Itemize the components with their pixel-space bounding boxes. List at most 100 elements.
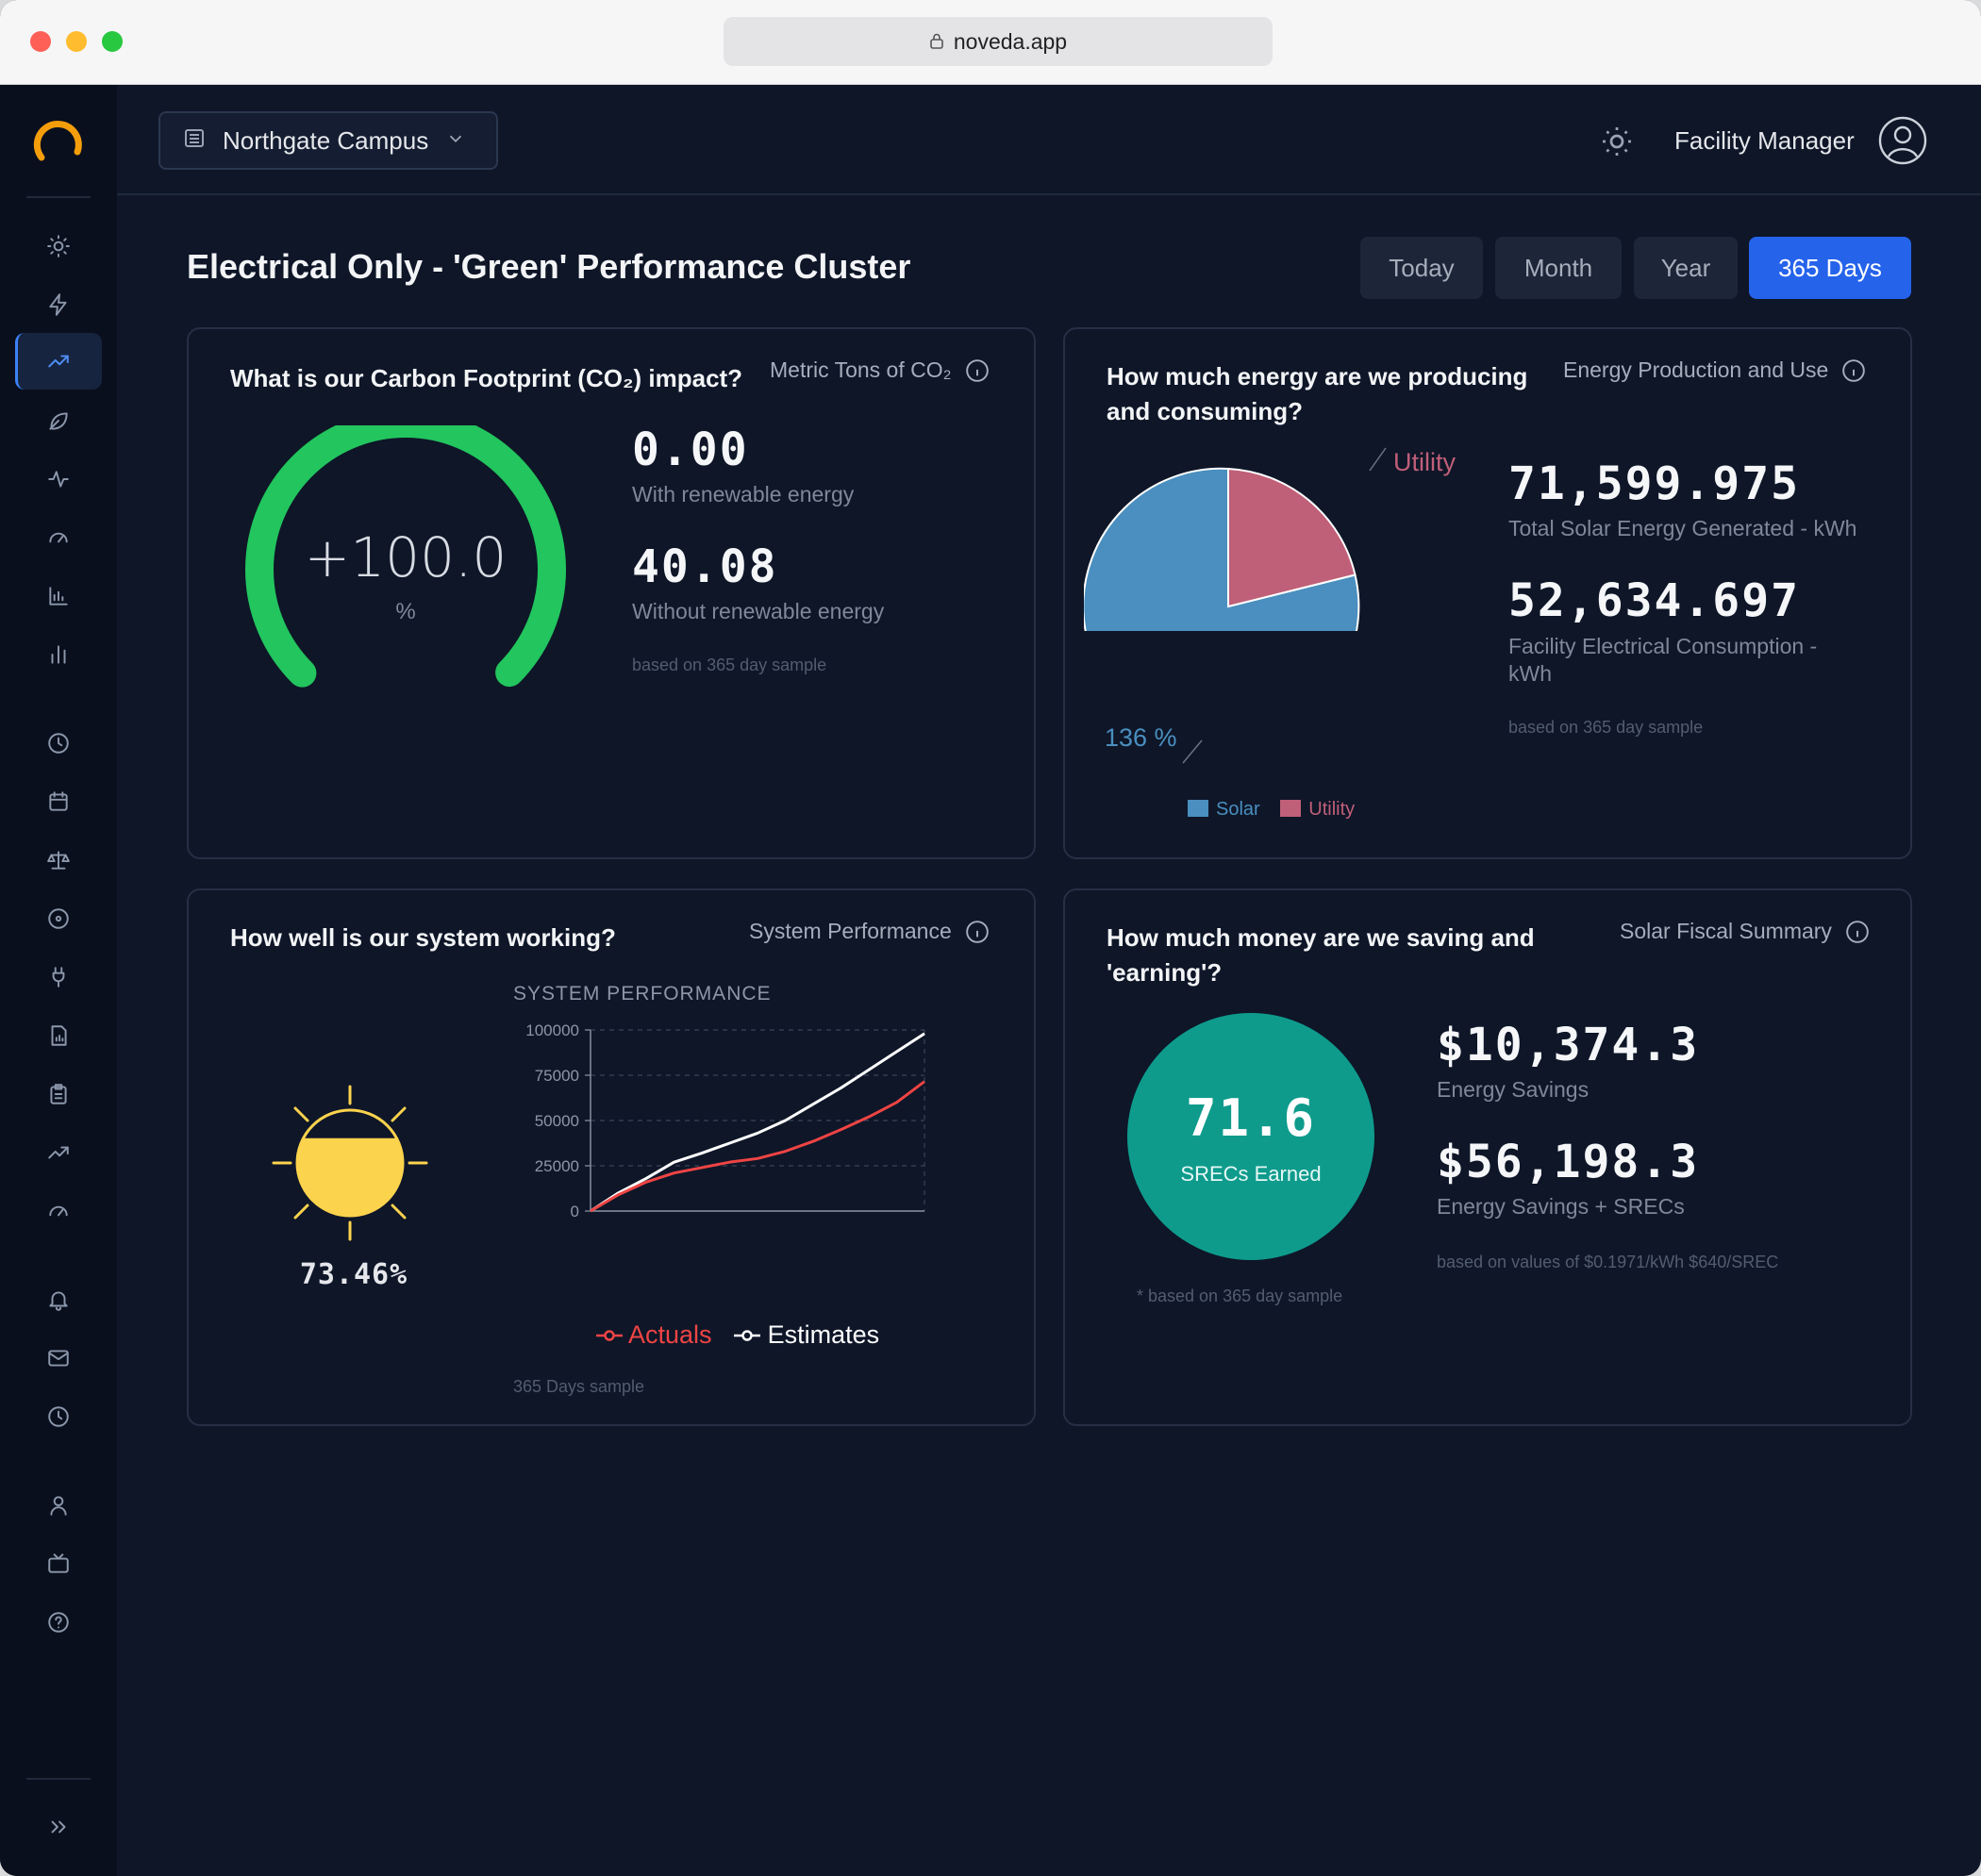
report-icon[interactable] [42,1019,75,1053]
app-logo[interactable] [32,118,85,171]
leaf-icon[interactable] [42,404,75,438]
carbon-meta: Metric Tons of CO₂ [770,357,990,383]
energy-question: How much energy are we producing and con… [1107,359,1527,429]
performance-legend: Actuals Estimates [596,1320,879,1350]
close-window-button[interactable] [30,31,51,52]
legend-actuals: Actuals [596,1320,719,1349]
performance-meta: System Performance [749,919,990,944]
user-name[interactable]: Facility Manager [1674,126,1855,155]
series-line-actuals [590,1080,925,1213]
speedometer-icon[interactable] [42,1194,75,1228]
campus-name: Northgate Campus [223,125,429,155]
energy-savings-label: Energy Savings [1437,1077,1590,1102]
performance-note: 365 Days sample [513,1377,645,1396]
address-bar[interactable]: noveda.app [724,17,1273,66]
consumption-label: Facility Electrical Consumption - kWh [1508,633,1817,688]
savings-plus-srec-label: Energy Savings + SRECs [1437,1194,1685,1219]
gauge-unit: % [395,599,416,624]
history-icon[interactable] [42,1400,75,1434]
pie-utility-label: Utility [1393,448,1456,476]
info-icon[interactable] [965,920,990,944]
savings-plus-srec-value: $56,198.3 [1437,1136,1700,1188]
gauge-icon[interactable] [42,521,75,555]
tv-icon[interactable] [42,1547,75,1581]
fiscal-question: How much money are we saving and 'earnin… [1107,921,1535,990]
theme-toggle-sun-icon[interactable] [1600,125,1634,158]
range-month-button[interactable]: Month [1495,237,1622,299]
series-line-estimates [590,1032,925,1213]
campus-selector[interactable]: Northgate Campus [158,111,498,170]
sidebar-divider [26,196,91,198]
srec-value: 71.6 [1185,1088,1317,1148]
trend-up-icon[interactable] [42,344,75,378]
energy-meta: Energy Production and Use [1563,357,1866,383]
sun-performance-icon [272,1085,428,1241]
sun-icon[interactable] [42,229,75,263]
info-icon[interactable] [1841,358,1866,383]
solar-generated-value: 71,599.975 [1508,457,1800,510]
building-icon [183,126,206,156]
mail-icon[interactable] [42,1341,75,1375]
energy-question-line2: and consuming? [1107,397,1303,425]
legend-solar-label: Solar [1216,799,1260,820]
pie-slice-utility [1227,467,1357,608]
range-365-days-button[interactable]: 365 Days [1749,237,1911,299]
maximize-window-button[interactable] [102,31,123,52]
bell-icon[interactable] [42,1283,75,1317]
fiscal-note: based on values of $0.1971/kWh $640/SREC [1437,1253,1779,1271]
gauge-fill [245,425,566,688]
expand-sidebar-icon[interactable] [42,1810,75,1844]
carbon-gauge [245,425,566,688]
info-icon[interactable] [1845,920,1870,944]
srec-note: * based on 365 day sample [1137,1287,1343,1305]
y-tick-label: 0 [571,1203,579,1220]
page-title: Electrical Only - 'Green' Performance Cl… [187,247,911,286]
carbon-meta-label: Metric Tons of CO₂ [770,357,952,382]
chevron-down-icon [445,126,466,156]
sidebar [0,85,117,1876]
carbon-card: What is our Carbon Footprint (CO₂) impac… [187,327,1036,859]
legend-utility: Utility [1280,799,1355,820]
range-today-button[interactable]: Today [1360,237,1483,299]
pulse-icon[interactable] [42,462,75,496]
pie-legend: Solar Utility [1188,799,1355,821]
solar-generated-label: Total Solar Energy Generated - kWh [1508,516,1857,540]
range-year-button[interactable]: Year [1634,237,1738,299]
legend-solar: Solar [1188,799,1260,820]
user-icon[interactable] [42,1488,75,1522]
fiscal-meta-label: Solar Fiscal Summary [1620,919,1832,943]
trend-icon[interactable] [42,1136,75,1170]
performance-question: How well is our system working? [230,923,616,952]
help-icon[interactable] [42,1605,75,1639]
consumption-label-line1: Facility Electrical Consumption - [1508,634,1818,658]
carbon-question: What is our Carbon Footprint (CO₂) impac… [230,364,743,392]
clock-icon[interactable] [42,726,75,760]
energy-meta-label: Energy Production and Use [1563,357,1829,382]
scale-icon[interactable] [42,843,75,877]
chart-title: SYSTEM PERFORMANCE [513,983,772,1004]
srec-circle [1127,1013,1374,1260]
bar-chart-icon[interactable] [42,579,75,613]
energy-savings-value: $10,374.3 [1437,1019,1700,1071]
y-tick-label: 50000 [535,1112,579,1130]
y-tick-label: 75000 [535,1067,579,1085]
calendar-icon[interactable] [42,785,75,819]
user-avatar-icon[interactable] [1877,115,1928,166]
energy-card: How much energy are we producing and con… [1063,327,1912,859]
target-icon[interactable] [42,902,75,936]
clipboard-icon[interactable] [42,1077,75,1111]
sun-fill [297,1137,403,1216]
without-renewable-label: Without renewable energy [632,599,885,623]
minimize-window-button[interactable] [66,31,87,52]
performance-percent: 73.46% [299,1258,408,1291]
fiscal-question-line2: 'earning'? [1107,958,1223,987]
url-text: noveda.app [953,28,1068,54]
pie-slice-solar [1084,467,1360,631]
bolt-icon[interactable] [42,288,75,322]
lock-icon [929,29,944,55]
plug-icon[interactable] [42,960,75,994]
column-chart-icon[interactable] [42,638,75,672]
info-icon[interactable] [965,358,990,383]
gauge-value: +100.0 [304,525,508,589]
